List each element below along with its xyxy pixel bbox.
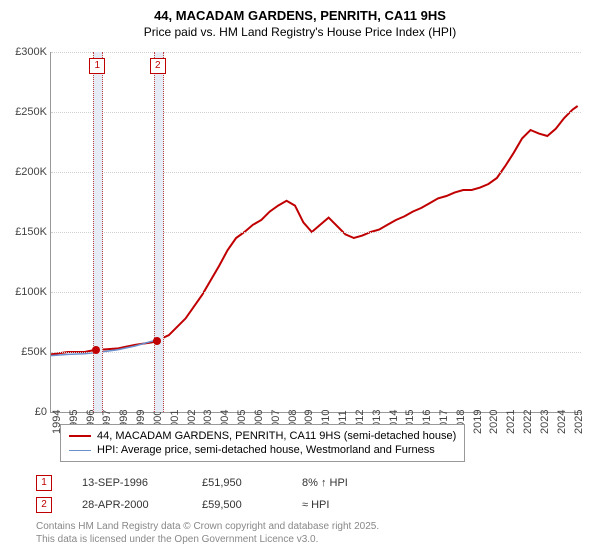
y-tick-label: £0	[3, 406, 47, 418]
footer-line: Contains HM Land Registry data © Crown c…	[36, 520, 379, 533]
x-tick-label: 2021	[505, 410, 517, 434]
y-tick-label: £100K	[3, 286, 47, 298]
plot-area: £0£50K£100K£150K£200K£250K£300K199419951…	[50, 52, 581, 413]
series-line-property	[51, 106, 578, 354]
gridline	[51, 112, 581, 113]
legend-item: HPI: Average price, semi-detached house,…	[69, 443, 456, 457]
x-tick-label: 2023	[539, 410, 551, 434]
datapoint-date: 13-SEP-1996	[82, 477, 172, 489]
gridline	[51, 292, 581, 293]
footer-attribution: Contains HM Land Registry data © Crown c…	[36, 520, 379, 546]
legend-item: 44, MACADAM GARDENS, PENRITH, CA11 9HS (…	[69, 429, 456, 443]
datapoint-row: 1 13-SEP-1996 £51,950 8% ↑ HPI	[36, 472, 348, 494]
datapoint-delta: ≈ HPI	[302, 499, 329, 511]
chart-container: 44, MACADAM GARDENS, PENRITH, CA11 9HS P…	[0, 0, 600, 560]
gridline	[51, 172, 581, 173]
datapoint-marker: 2	[36, 497, 52, 513]
y-tick-label: £150K	[3, 226, 47, 238]
legend-swatch	[69, 435, 91, 437]
legend-label: 44, MACADAM GARDENS, PENRITH, CA11 9HS (…	[97, 430, 456, 442]
datapoint-delta: 8% ↑ HPI	[302, 477, 348, 489]
marker-number: 1	[89, 58, 105, 74]
x-tick-label: 2019	[472, 410, 484, 434]
datapoint-price: £51,950	[202, 477, 272, 489]
y-tick-label: £200K	[3, 166, 47, 178]
legend-box: 44, MACADAM GARDENS, PENRITH, CA11 9HS (…	[60, 424, 465, 462]
legend-label: HPI: Average price, semi-detached house,…	[97, 444, 435, 456]
y-tick-label: £300K	[3, 46, 47, 58]
marker-band	[154, 52, 164, 412]
marker-band	[93, 52, 103, 412]
x-tick-label: 2022	[522, 410, 534, 434]
gridline	[51, 52, 581, 53]
series-line-hpi	[51, 340, 157, 356]
gridline	[51, 352, 581, 353]
datapoint-row: 2 28-APR-2000 £59,500 ≈ HPI	[36, 494, 348, 516]
footer-line: This data is licensed under the Open Gov…	[36, 533, 379, 546]
sale-dot	[153, 337, 161, 345]
gridline	[51, 232, 581, 233]
datapoint-table: 1 13-SEP-1996 £51,950 8% ↑ HPI 2 28-APR-…	[36, 472, 348, 516]
x-tick-label: 2020	[488, 410, 500, 434]
datapoint-marker: 1	[36, 475, 52, 491]
chart-title: 44, MACADAM GARDENS, PENRITH, CA11 9HS	[0, 0, 600, 25]
datapoint-price: £59,500	[202, 499, 272, 511]
x-tick-label: 2024	[556, 410, 568, 434]
chart-subtitle: Price paid vs. HM Land Registry's House …	[0, 25, 600, 43]
x-tick-label: 2025	[573, 410, 585, 434]
legend-swatch	[69, 450, 91, 451]
y-tick-label: £50K	[3, 346, 47, 358]
marker-number: 2	[150, 58, 166, 74]
y-tick-label: £250K	[3, 106, 47, 118]
sale-dot	[92, 346, 100, 354]
datapoint-date: 28-APR-2000	[82, 499, 172, 511]
